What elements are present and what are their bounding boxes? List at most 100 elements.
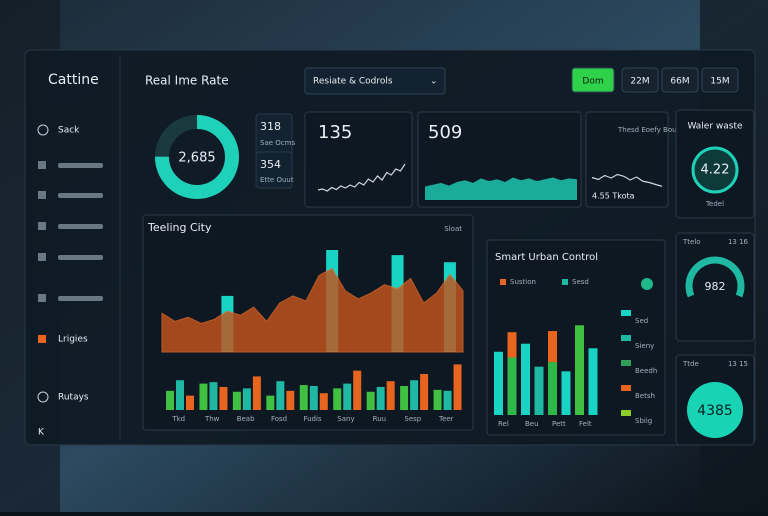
legend-label: Sbiig [635,417,652,425]
x-tick-label: Tkd [171,415,185,423]
nav-item[interactable]: Lrigies [58,335,88,345]
bar [376,386,385,410]
legend-swatch [621,385,631,391]
card-title: Waler waste [687,122,743,132]
x-tick-label: Teer [438,415,454,423]
card-label: Tedel [705,200,724,208]
badge [687,382,743,438]
badge [691,146,739,194]
card [255,151,293,189]
x-tick-label: Beu [525,420,539,428]
bar [534,366,544,415]
tab[interactable] [571,67,615,93]
x-tick-label: Felt [579,420,592,428]
legend-label: Sustion [510,278,536,286]
area [161,267,464,353]
legend-swatch [621,310,631,316]
dropdown-label: Resiate & Codrols [313,77,393,87]
bar [266,395,275,410]
x-tick-label: Rel [498,420,509,428]
kpi: 4.22 [701,163,730,178]
legend-label: Sesd [572,278,589,286]
card-meta: 13 16 [728,238,749,246]
legend-swatch [562,279,568,285]
card [304,111,413,208]
tab-label: Dom [582,77,603,87]
chevron: ⌄ [430,77,438,87]
x-tick-label: Fosd [271,415,287,423]
nav-item[interactable]: Rutays [58,393,89,403]
bar [242,388,251,410]
bar [276,381,285,410]
bar [507,357,517,415]
donut-value: 2,685 [178,151,215,166]
bar [219,386,228,410]
nav-item[interactable]: K [38,428,45,438]
header-title: Real Ime Rate [145,74,229,88]
icon [641,278,653,290]
chart-title: Teeling City [147,221,212,234]
icon [38,335,46,343]
bar [232,391,241,410]
bar [176,380,184,410]
card-title: Ttde [682,360,699,368]
card [675,232,755,342]
icon [37,391,49,403]
bar [299,385,308,410]
bar [561,371,571,415]
gauge [685,256,745,298]
bar [386,381,395,410]
bar-top [548,331,557,363]
tab-label: 22M [630,77,649,87]
legend-swatch [621,360,631,366]
x-tick-label: Pett [552,420,566,428]
bar [588,348,598,415]
tab[interactable] [661,67,699,93]
legend-swatch [621,335,631,341]
bar-top [507,332,517,358]
tab[interactable] [701,67,739,93]
legend-label: Betsh [635,392,655,400]
x-tick-label: Thw [204,415,220,423]
sparkline [591,173,663,187]
kpi: 982 [705,280,726,293]
legend-swatch [500,279,506,285]
sparkline-area [425,177,577,200]
kpi: 4385 [697,403,733,419]
bar [199,383,208,410]
bar [433,389,442,410]
bar [548,362,557,415]
nav-placeholders [38,161,103,302]
kpi: 509 [428,122,462,143]
x-tick-label: Ruu [373,415,386,423]
legend-label: Sed [635,317,648,325]
dropdown[interactable] [304,67,446,95]
bar [400,386,409,410]
bar [410,380,419,410]
bar [309,386,318,410]
kpi-label: Ette Ouut [260,176,294,184]
tab[interactable] [621,67,659,93]
chart-title: Smart Urban Control [495,252,598,263]
brand: Cattine [48,72,99,88]
kpi: 318 [260,120,281,133]
sparkline [317,163,406,192]
bar [209,382,218,410]
kpi-label: Sae Ocms [260,139,295,147]
bar [443,390,452,410]
x-tick-label: Beab [237,415,255,423]
card-meta: 13 15 [728,360,748,368]
x-tick-label: Sesp [404,415,421,423]
kpi: 4.55 Tkota [592,192,635,201]
chart-menu[interactable]: Sloat [444,225,462,233]
kpi: 135 [318,122,352,143]
legend-label: Sieny [635,342,654,350]
bar [319,393,328,410]
nav-item[interactable]: Sack [58,126,80,136]
bar [286,390,295,410]
bar [575,325,584,415]
tab-label: 15M [710,77,729,87]
bar [366,391,375,410]
